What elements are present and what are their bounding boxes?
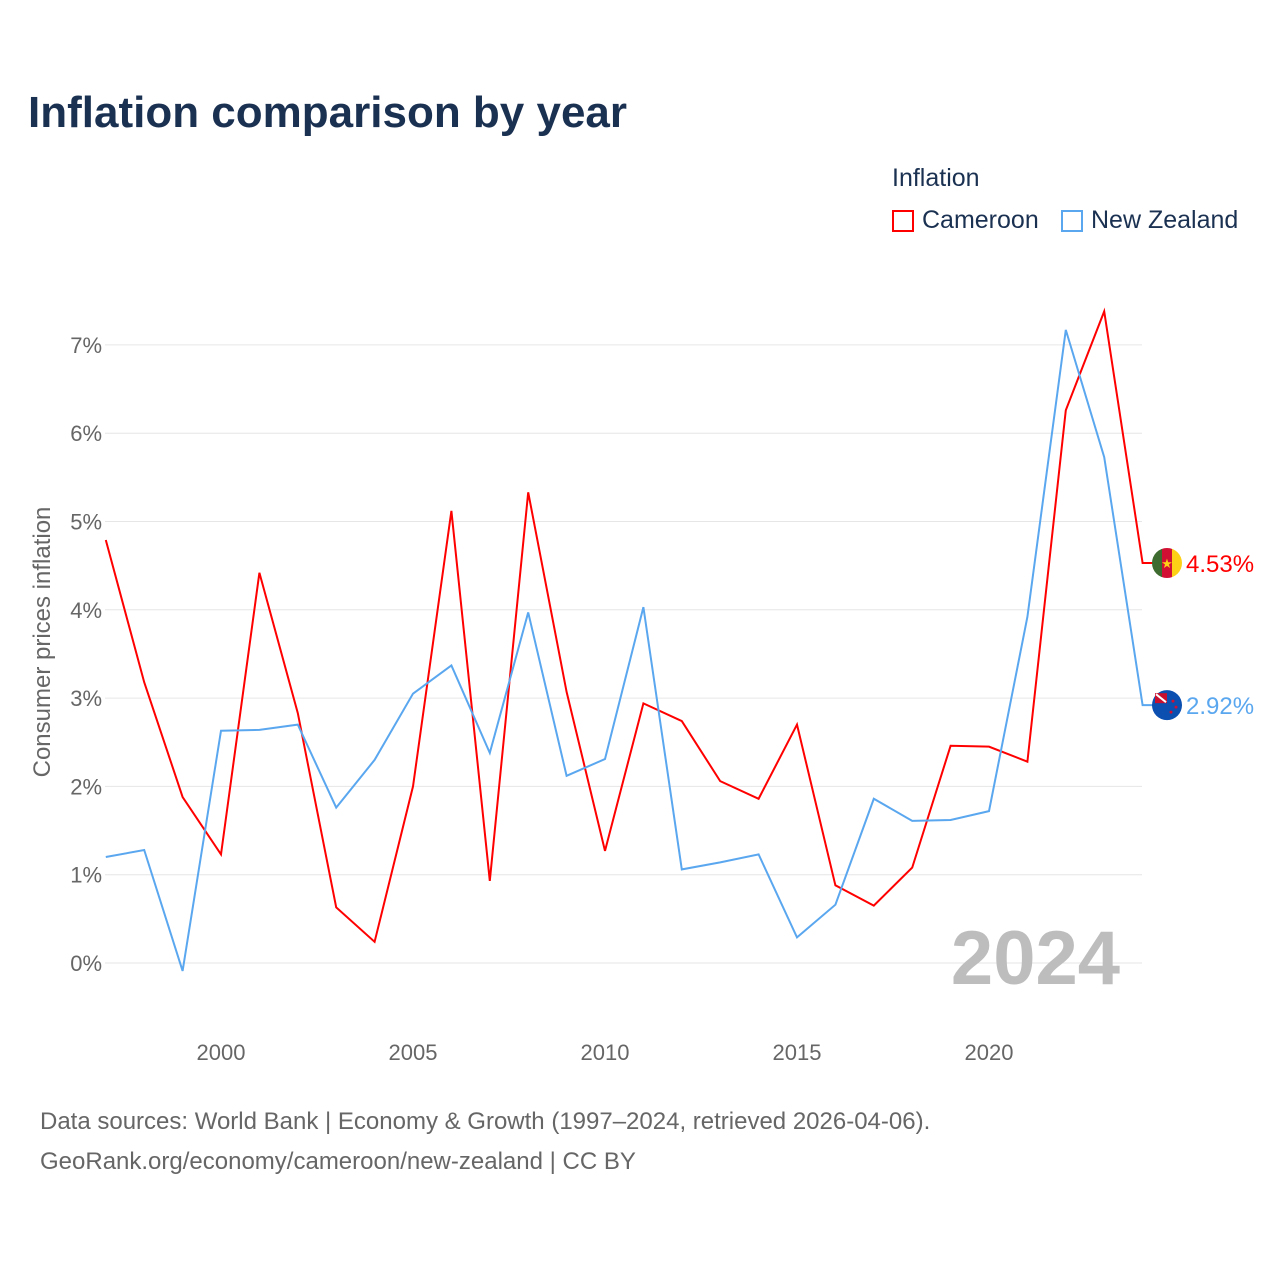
y-axis-label: Consumer prices inflation <box>29 507 56 778</box>
y-tick-label: 0% <box>70 951 102 976</box>
end-value-label: 2.92% <box>1186 693 1254 720</box>
legend-item-new-zealand[interactable]: New Zealand <box>1061 206 1238 235</box>
series-line-new-zealand <box>105 329 1153 972</box>
legend-swatch <box>892 209 914 232</box>
y-tick-label: 2% <box>70 774 102 799</box>
x-tick-label: 2015 <box>773 1040 822 1065</box>
y-tick-label: 7% <box>70 333 102 358</box>
series-line-cameroon <box>104 307 1153 944</box>
legend-title: Inflation <box>892 164 980 192</box>
end-value-label: 4.53% <box>1186 551 1254 578</box>
source-link[interactable]: GeoRank.org/economy/cameroon/new-zealand… <box>40 1148 636 1175</box>
x-tick-label: 2000 <box>197 1040 246 1065</box>
year-watermark: 2024 <box>951 916 1120 1001</box>
y-tick-label: 5% <box>70 510 102 535</box>
legend-label: Cameroon <box>922 206 1039 234</box>
source-text: Data sources: World Bank | Economy & Gro… <box>40 1108 931 1135</box>
svg-text:★: ★ <box>1161 556 1173 571</box>
y-tick-label: 6% <box>70 421 102 446</box>
legend-item-cameroon[interactable]: Cameroon <box>892 206 1039 235</box>
line-chart: 0% 1% 2% 3% 4% 5% 6% 7% 2000 2005 2010 2015 2020 202… <box>29 307 1254 1065</box>
y-tick-label: 4% <box>70 598 102 623</box>
cameroon-flag-icon: ★ <box>1152 548 1182 579</box>
chart-title: Inflation comparison by year <box>28 88 628 137</box>
new-zealand-flag-icon <box>1152 690 1182 721</box>
x-tick-label: 2020 <box>965 1040 1014 1065</box>
x-tick-label: 2005 <box>389 1040 438 1065</box>
y-tick-label: 1% <box>70 863 102 888</box>
legend-label: New Zealand <box>1091 206 1239 234</box>
x-tick-label: 2010 <box>581 1040 630 1065</box>
y-tick-label: 3% <box>70 686 102 711</box>
legend-swatch <box>1061 209 1083 232</box>
